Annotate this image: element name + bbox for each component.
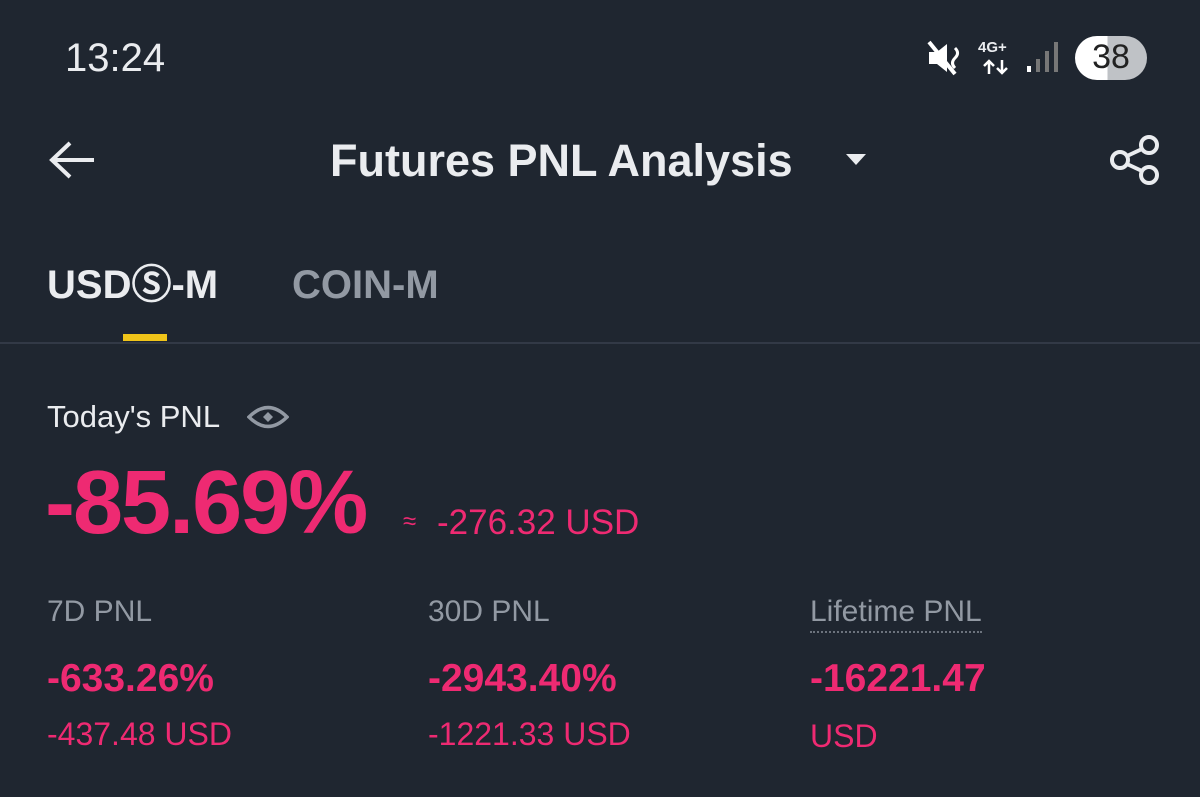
signal-icon xyxy=(1027,42,1058,72)
stat-label: 30D PNL xyxy=(428,595,550,628)
stat-percent: -2943.40% xyxy=(428,657,617,700)
mute-icon xyxy=(927,40,959,76)
stat-label: 7D PNL xyxy=(47,595,153,628)
approx-sign: ≈ xyxy=(403,508,417,535)
today-amount: -276.32 USD xyxy=(437,503,640,542)
today-percent: -85.69% xyxy=(45,453,368,553)
stat-percent: -633.26% xyxy=(47,657,214,700)
battery-level: 38 xyxy=(1092,38,1130,76)
data-arrows xyxy=(983,59,1008,75)
share-button[interactable] xyxy=(1108,134,1162,186)
tab-indicator xyxy=(123,334,167,341)
network-type: 4G+ xyxy=(978,39,1007,56)
stat-amount: -437.48 USD xyxy=(47,716,232,752)
tab-coin-m[interactable]: COIN-M xyxy=(292,263,439,307)
stat-amount: USD xyxy=(810,718,878,754)
tab-usds-m[interactable]: USDⓈ-M xyxy=(47,263,219,307)
today-label: Today's PNL xyxy=(47,399,221,434)
page-title[interactable]: Futures PNL Analysis xyxy=(330,135,793,186)
stat-label[interactable]: Lifetime PNL xyxy=(810,597,982,633)
divider xyxy=(0,342,1200,344)
back-button[interactable] xyxy=(48,140,98,180)
stat-percent: -16221.47 xyxy=(810,657,986,700)
visibility-toggle[interactable] xyxy=(247,402,289,432)
status-time: 13:24 xyxy=(65,36,166,80)
title-dropdown[interactable] xyxy=(846,152,866,166)
battery-badge: 38 xyxy=(1075,36,1147,80)
stat-amount: -1221.33 USD xyxy=(428,716,631,752)
